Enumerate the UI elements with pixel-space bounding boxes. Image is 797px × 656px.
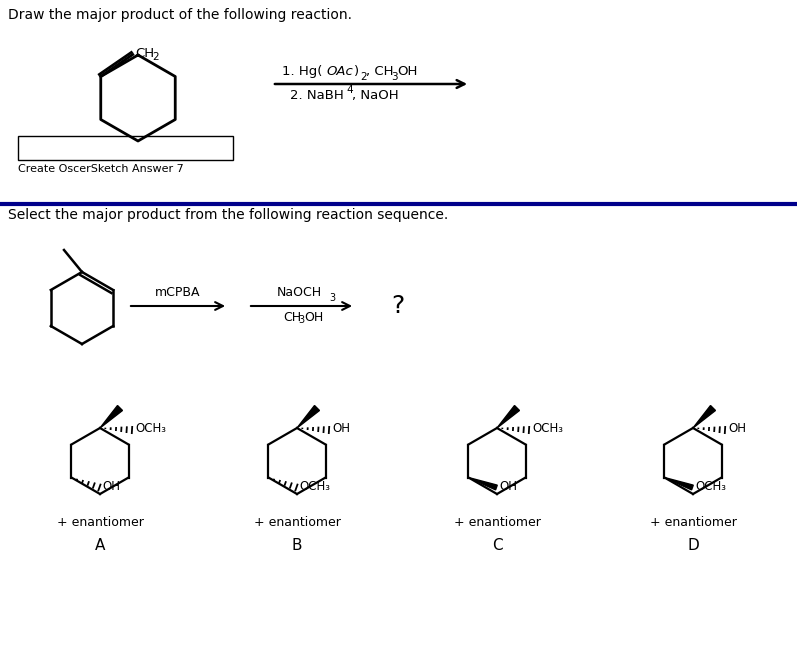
Text: OCH₃: OCH₃ [135, 422, 166, 436]
Polygon shape [665, 478, 693, 490]
Text: 2. NaBH: 2. NaBH [290, 89, 344, 102]
Text: NaOCH: NaOCH [277, 286, 322, 299]
Text: ): ) [354, 65, 359, 78]
Bar [18, 136, 233, 160]
Text: 3: 3 [299, 315, 304, 325]
Polygon shape [693, 405, 716, 428]
Text: Draw the major product of the following reaction.: Draw the major product of the following … [8, 8, 352, 22]
Text: CH: CH [284, 311, 301, 324]
Text: , NaOH: , NaOH [352, 89, 398, 102]
Text: OH: OH [332, 422, 350, 436]
Text: + enantiomer: + enantiomer [253, 516, 340, 529]
Text: B: B [292, 538, 302, 553]
Text: D: D [687, 538, 699, 553]
Text: OH: OH [304, 311, 324, 324]
Text: 1. Hg(: 1. Hg( [282, 65, 322, 78]
Text: OCH₃: OCH₃ [300, 480, 331, 493]
Text: 3: 3 [391, 72, 398, 82]
Text: + enantiomer: + enantiomer [57, 516, 143, 529]
Text: Select the major product from the following reaction sequence.: Select the major product from the follow… [8, 208, 448, 222]
Polygon shape [100, 405, 123, 428]
Polygon shape [497, 405, 520, 428]
Polygon shape [297, 405, 320, 428]
Text: + enantiomer: + enantiomer [453, 516, 540, 529]
Text: 4: 4 [346, 85, 352, 95]
Text: OH: OH [728, 422, 746, 436]
Text: OAc: OAc [326, 65, 353, 78]
Text: OH: OH [500, 480, 517, 493]
Text: ?: ? [391, 294, 405, 318]
Text: OH: OH [397, 65, 418, 78]
Text: OCH₃: OCH₃ [696, 480, 726, 493]
Text: CH: CH [135, 47, 154, 60]
Text: OH: OH [103, 480, 120, 493]
Text: Create OscerSketch Answer 7: Create OscerSketch Answer 7 [18, 164, 184, 174]
Text: 2: 2 [360, 72, 367, 82]
Text: C: C [492, 538, 502, 553]
Text: A: A [95, 538, 105, 553]
Text: + enantiomer: + enantiomer [650, 516, 736, 529]
Text: mCPBA: mCPBA [155, 286, 201, 299]
Text: OCH₃: OCH₃ [532, 422, 563, 436]
Text: 2: 2 [151, 52, 159, 62]
Text: , CH: , CH [366, 65, 394, 78]
Polygon shape [469, 478, 497, 490]
Text: 3: 3 [329, 293, 336, 303]
